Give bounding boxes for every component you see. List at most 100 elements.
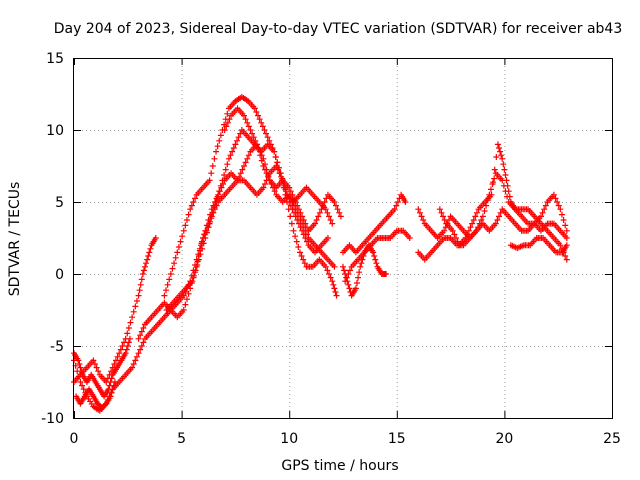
data-point — [394, 199, 401, 205]
data-point — [555, 202, 562, 209]
data-point — [222, 166, 229, 173]
data-point — [145, 253, 152, 259]
data-point — [214, 143, 221, 150]
data-point — [221, 127, 228, 133]
data-point — [182, 301, 189, 308]
data-point — [327, 217, 334, 223]
data-point — [264, 134, 271, 141]
data-point — [332, 289, 339, 295]
data-point — [333, 202, 340, 209]
data-point — [562, 222, 569, 229]
data-point — [192, 267, 199, 274]
series-track-13 — [71, 335, 133, 400]
y-tick-label: 15 — [46, 51, 64, 67]
data-point — [289, 191, 296, 198]
data-point — [93, 364, 100, 371]
data-point — [250, 134, 257, 141]
data-point — [194, 262, 201, 268]
data-point — [253, 109, 260, 115]
data-point — [346, 285, 353, 292]
data-point — [334, 206, 341, 213]
data-point — [188, 202, 195, 209]
data-point — [542, 202, 549, 209]
data-point — [330, 281, 337, 288]
data-point — [78, 368, 85, 375]
data-point — [449, 227, 456, 234]
data-point — [372, 256, 379, 263]
data-point — [135, 335, 142, 342]
data-point — [289, 206, 296, 213]
data-point — [299, 213, 306, 220]
data-point — [216, 188, 223, 195]
data-point — [91, 361, 98, 367]
series-track-15 — [163, 163, 331, 313]
data-point — [494, 141, 501, 148]
data-point — [230, 145, 237, 151]
data-point — [266, 137, 273, 144]
data-point — [552, 195, 559, 202]
data-point — [295, 244, 302, 250]
data-point — [258, 157, 265, 164]
data-point — [441, 217, 448, 223]
data-point — [290, 227, 297, 234]
data-point — [185, 290, 192, 297]
data-point — [440, 213, 447, 220]
data-point — [218, 184, 225, 191]
data-point — [263, 130, 270, 137]
data-point — [464, 231, 471, 238]
data-point — [180, 307, 187, 313]
data-point — [254, 112, 261, 119]
data-point — [239, 166, 246, 173]
x-tick-labels: 0 5 10 15 20 25 — [70, 431, 621, 447]
data-point — [271, 188, 278, 195]
data-point — [498, 152, 505, 159]
data-point — [331, 285, 338, 292]
data-point — [284, 193, 291, 200]
data-point — [267, 141, 274, 148]
data-point — [295, 220, 302, 227]
data-point — [79, 382, 86, 389]
data-point — [107, 393, 114, 400]
data-point — [138, 328, 145, 335]
data-point — [110, 382, 117, 389]
data-point — [355, 274, 362, 281]
data-point — [263, 177, 270, 184]
data-point — [251, 105, 258, 112]
data-point — [465, 227, 472, 234]
series-track-10 — [415, 206, 570, 263]
data-point — [557, 206, 564, 213]
data-point — [203, 229, 210, 236]
data-point — [324, 235, 331, 241]
data-point — [491, 175, 498, 182]
data-point — [537, 213, 544, 220]
data-point — [288, 220, 295, 227]
y-tick-label: -10 — [41, 411, 64, 427]
data-point — [144, 256, 151, 263]
data-point — [370, 249, 377, 256]
data-point — [302, 235, 309, 241]
data-point — [77, 364, 84, 371]
data-point — [245, 152, 252, 159]
data-point — [438, 209, 445, 216]
x-tick-label: 10 — [280, 431, 298, 447]
data-point — [257, 152, 264, 159]
data-point — [221, 172, 228, 178]
data-point — [124, 343, 131, 349]
data-point — [345, 271, 352, 277]
plot-frame — [73, 58, 613, 419]
data-point — [235, 134, 242, 141]
data-point — [292, 199, 299, 205]
data-point — [180, 227, 187, 234]
data-point — [112, 357, 119, 364]
data-point — [162, 287, 169, 294]
data-point — [296, 249, 303, 256]
data-point — [300, 231, 307, 238]
series-track-11 — [436, 141, 570, 263]
data-point — [467, 224, 474, 231]
data-point — [496, 213, 503, 220]
data-point — [550, 191, 557, 198]
data-point — [539, 209, 546, 216]
data-point — [237, 170, 244, 177]
data-point — [208, 213, 215, 220]
